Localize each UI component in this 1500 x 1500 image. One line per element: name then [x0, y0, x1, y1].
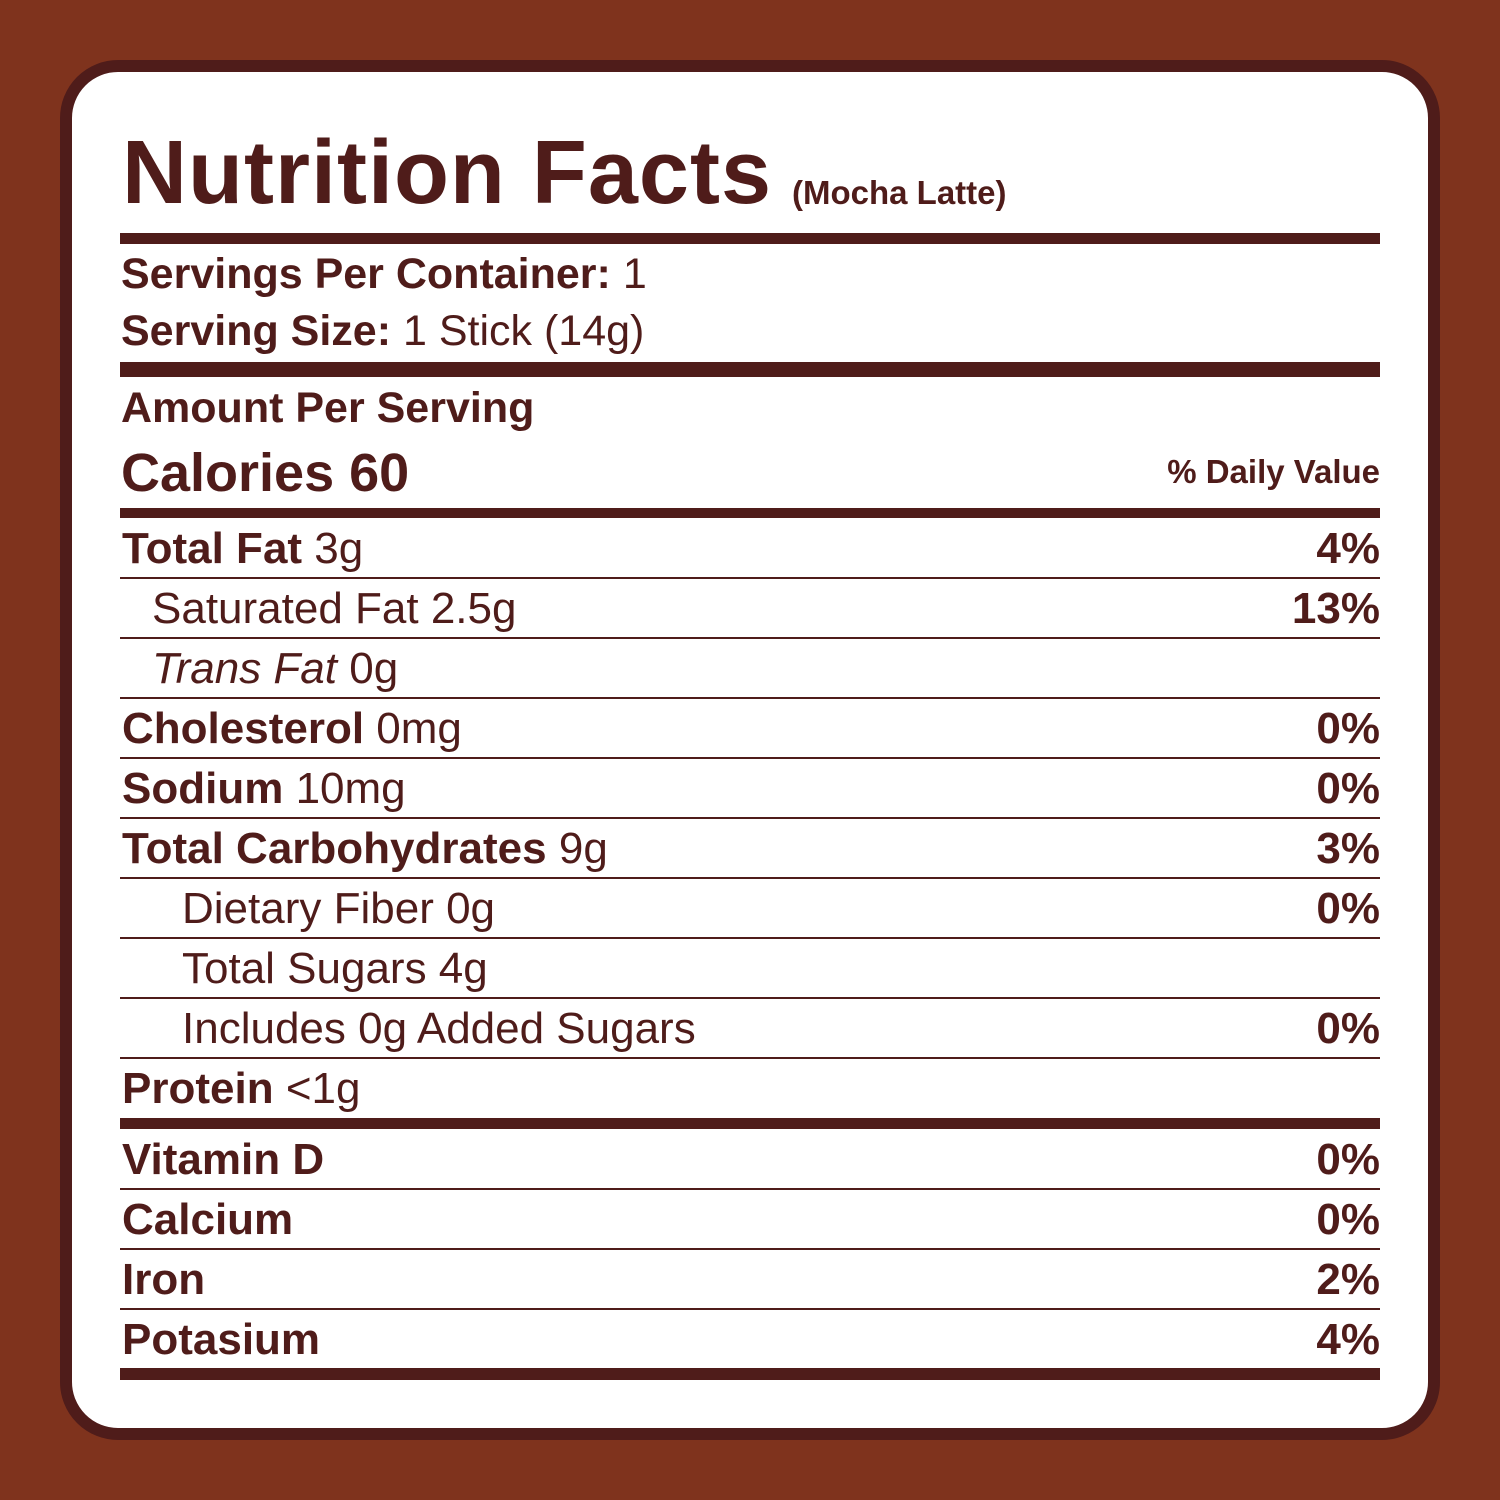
nutrient-label: Total Carbohydrates 9g — [122, 824, 608, 874]
nutrient-daily-value: 0% — [1316, 704, 1380, 753]
vitamin-daily-value: 0% — [1316, 1195, 1380, 1244]
nutrient-amount: Dietary Fiber 0g — [182, 884, 496, 933]
serving-size-value: 1 Stick (14g) — [402, 307, 645, 355]
nutrient-daily-value: 3% — [1316, 824, 1380, 873]
nutrient-label: Trans Fat 0g — [152, 644, 398, 694]
daily-value-header: % Daily Value — [1167, 453, 1380, 490]
vitamin-name: Calcium — [122, 1195, 294, 1244]
divider-thick — [120, 233, 1380, 244]
divider — [120, 637, 1380, 639]
divider — [120, 937, 1380, 939]
vitamin-daily-value: 2% — [1316, 1255, 1380, 1304]
nutrient-amount: <1g — [285, 1064, 361, 1113]
nutrient-row: Total Fat 3g 4% — [120, 518, 1380, 578]
nutrient-row: Cholesterol 0mg 0% — [120, 698, 1380, 758]
divider — [120, 877, 1380, 879]
nutrient-label: Saturated Fat 2.5g — [152, 584, 516, 634]
vitamin-row: Vitamin D 0% — [120, 1129, 1380, 1189]
divider — [120, 817, 1380, 819]
vitamin-name: Potasium — [122, 1315, 321, 1364]
divider — [120, 1057, 1380, 1059]
nutrient-label: Cholesterol 0mg — [122, 704, 462, 754]
nutrient-amount: 10mg — [295, 764, 406, 813]
nutrient-label: Includes 0g Added Sugars — [182, 1004, 696, 1054]
calories: Calories 60 — [121, 442, 409, 504]
vitamin-daily-value: 4% — [1316, 1315, 1380, 1364]
product-name: (Mocha Latte) — [792, 174, 1007, 211]
nutrient-label: Total Fat 3g — [122, 524, 363, 574]
divider-thick — [120, 1118, 1380, 1129]
nutrient-daily-value: 0% — [1316, 884, 1380, 933]
nutrition-card — [60, 60, 1440, 1440]
nutrient-name: Protein — [122, 1064, 274, 1113]
serving-size: Serving Size: 1 Stick (14g) — [121, 307, 644, 356]
nutrient-row: Dietary Fiber 0g 0% — [120, 878, 1380, 938]
serving-size-label: Serving Size: — [121, 307, 392, 355]
nutrient-amount: 0g — [349, 644, 399, 693]
nutrient-daily-value: 13% — [1291, 584, 1380, 633]
nutrient-label: Sodium 10mg — [122, 764, 406, 814]
vitamin-name: Iron — [122, 1255, 206, 1304]
calories-label: Calories — [121, 443, 335, 503]
nutrient-amount: 3g — [314, 524, 364, 573]
nutrient-label: Protein <1g — [122, 1064, 360, 1114]
servings-value: 1 — [622, 250, 647, 298]
divider — [120, 1308, 1380, 1310]
amount-per-serving: Amount Per Serving — [121, 384, 535, 432]
divider-thick — [120, 508, 1380, 518]
nutrient-row: Total Carbohydrates 9g 3% — [120, 818, 1380, 878]
divider — [120, 757, 1380, 759]
nutrient-row: Trans Fat 0g — [120, 638, 1380, 698]
nutrient-amount: 0mg — [376, 704, 462, 753]
divider — [120, 1188, 1380, 1190]
nutrient-amount: Includes 0g Added Sugars — [182, 1004, 696, 1053]
vitamin-row: Calcium 0% — [120, 1189, 1380, 1249]
nutrient-amount: Saturated Fat 2.5g — [152, 584, 517, 633]
page-title: Nutrition Facts — [122, 123, 773, 223]
vitamin-name: Vitamin D — [122, 1135, 325, 1184]
divider — [120, 577, 1380, 579]
vitamin-row: Iron 2% — [120, 1249, 1380, 1309]
nutrient-row: Total Sugars 4g — [120, 938, 1380, 998]
servings-label: Servings Per Container: — [121, 250, 611, 298]
vitamin-daily-value: 0% — [1316, 1135, 1380, 1184]
vitamin-row: Potasium 4% — [120, 1309, 1380, 1369]
nutrient-name: Trans Fat — [152, 644, 338, 693]
nutrient-daily-value: 0% — [1316, 1004, 1380, 1053]
divider — [120, 697, 1380, 699]
nutrient-daily-value: 0% — [1316, 764, 1380, 813]
nutrient-amount: 9g — [558, 824, 608, 873]
divider — [120, 997, 1380, 999]
nutrient-label: Total Sugars 4g — [182, 944, 488, 994]
divider-thick — [120, 362, 1380, 377]
divider-thick — [120, 1368, 1380, 1380]
servings-per-container: Servings Per Container: 1 — [121, 250, 647, 299]
nutrient-label: Dietary Fiber 0g — [182, 884, 495, 934]
nutrient-name: Sodium — [122, 764, 284, 813]
nutrient-name: Total Carbohydrates — [122, 824, 547, 873]
nutrient-amount: Total Sugars 4g — [182, 944, 488, 993]
nutrient-row: Includes 0g Added Sugars 0% — [120, 998, 1380, 1058]
nutrient-name: Total Fat — [122, 524, 303, 573]
calories-value: 60 — [349, 443, 410, 503]
nutrient-daily-value: 4% — [1316, 524, 1380, 573]
nutrient-name: Cholesterol — [122, 704, 365, 753]
nutrient-row: Sodium 10mg 0% — [120, 758, 1380, 818]
divider — [120, 1248, 1380, 1250]
nutrient-row: Saturated Fat 2.5g 13% — [120, 578, 1380, 638]
nutrient-row: Protein <1g — [120, 1058, 1380, 1118]
